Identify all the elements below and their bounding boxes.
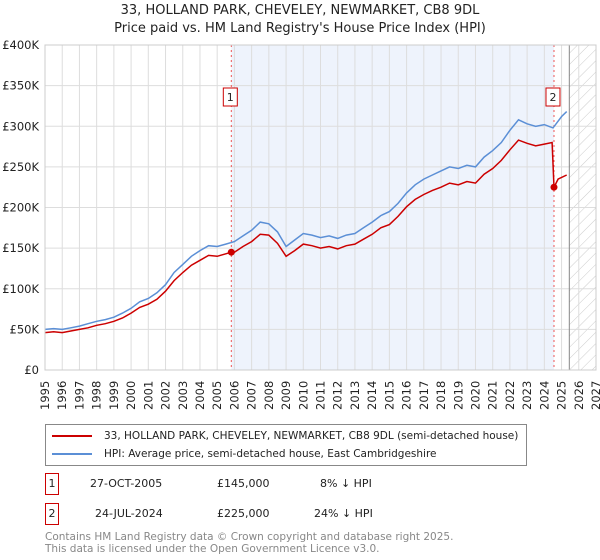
- x-tick-label: 1996: [55, 381, 69, 410]
- transaction-hpi-diff: 8% ↓ HPI: [320, 477, 372, 490]
- sale-label: 2: [549, 91, 556, 104]
- x-tick-label: 2000: [124, 381, 138, 410]
- x-tick-label: 2025: [555, 381, 569, 410]
- transaction-number: 2: [45, 503, 59, 525]
- x-tick-label: 2014: [365, 381, 379, 410]
- sale-label-box: [545, 87, 561, 107]
- legend-label-property: 33, HOLLAND PARK, CHEVELEY, NEWMARKET, C…: [104, 430, 519, 442]
- x-tick-label: 2007: [245, 381, 259, 410]
- y-tick-label: £50K: [10, 322, 40, 336]
- x-tick-label: 2011: [314, 381, 328, 410]
- chart-title: 33, HOLLAND PARK, CHEVELEY, NEWMARKET, C…: [120, 3, 480, 18]
- transaction-number: 1: [45, 473, 59, 495]
- y-tick-label: £200K: [2, 201, 39, 215]
- x-tick-label: 2020: [468, 381, 482, 410]
- transaction-price: £225,000: [217, 507, 270, 520]
- x-tick-label: 2004: [193, 381, 207, 410]
- transaction-hpi-diff: 24% ↓ HPI: [314, 507, 373, 520]
- x-tick-label: 2016: [400, 381, 414, 410]
- y-tick-label: £0: [24, 363, 39, 377]
- property-series-line: [44, 139, 568, 334]
- x-tick-label: 2021: [486, 381, 500, 410]
- sale-label: 1: [227, 91, 234, 104]
- price-chart: 1995 1996 1997 1998 1999 2000 2001 2002 2003 2004…: [2, 38, 600, 410]
- y-tick-label: £100K: [2, 282, 39, 296]
- x-tick-label: 2010: [296, 381, 310, 410]
- transaction-price: £145,000: [217, 477, 270, 490]
- x-tick-label: 1999: [107, 381, 121, 410]
- x-tick-label: 2001: [141, 381, 155, 410]
- footer-line-2: This data is licensed under the Open Gov…: [45, 543, 380, 555]
- footer-line-1: Contains HM Land Registry data © Crown c…: [45, 531, 454, 543]
- x-tick-label: 2012: [331, 381, 345, 410]
- x-tick-label: 2015: [382, 381, 396, 410]
- transaction-date: 27-OCT-2005: [90, 477, 163, 490]
- chart-subtitle: Price paid vs. HM Land Registry's House …: [114, 21, 486, 36]
- legend-item-hpi: HPI: Average price, semi-detached house,…: [52, 447, 437, 461]
- x-tick-label: 2008: [262, 381, 276, 410]
- sale-point: [227, 248, 235, 256]
- x-tick-label: 2022: [503, 381, 517, 410]
- x-tick-label: 2002: [159, 381, 173, 410]
- sale-point: [550, 183, 558, 191]
- legend-red-line-icon: [52, 435, 92, 437]
- x-tick-label: 2026: [572, 381, 586, 410]
- y-tick-label: £150K: [2, 241, 39, 255]
- hpi-series-line: [44, 111, 568, 331]
- x-tick-label: 1995: [38, 381, 52, 410]
- x-tick-label: 2005: [210, 381, 224, 410]
- x-tick-label: 2023: [520, 381, 534, 410]
- legend-blue-line-icon: [52, 453, 92, 455]
- legend-label-hpi: HPI: Average price, semi-detached house,…: [104, 448, 437, 460]
- x-tick-label: 1997: [72, 381, 86, 410]
- y-tick-label: £300K: [2, 119, 39, 133]
- sale-label-box: [222, 87, 238, 107]
- x-tick-label: 2018: [434, 381, 448, 410]
- legend: 33, HOLLAND PARK, CHEVELEY, NEWMARKET, C…: [45, 424, 527, 466]
- x-tick-label: 2003: [176, 381, 190, 410]
- x-tick-label: 2017: [417, 381, 431, 410]
- x-tick-label: 2019: [451, 381, 465, 410]
- footer: Contains HM Land Registry data © Crown c…: [45, 531, 453, 555]
- x-tick-label: 2006: [227, 381, 241, 410]
- plot-frame: [44, 44, 597, 371]
- x-tick-label: 1998: [90, 381, 104, 410]
- x-tick-label: 2024: [537, 381, 551, 410]
- y-tick-label: £250K: [2, 160, 39, 174]
- y-tick-label: £400K: [2, 38, 39, 52]
- x-tick-label: 2009: [279, 381, 293, 410]
- y-tick-label: £350K: [2, 79, 39, 93]
- transaction-date: 24-JUL-2024: [95, 507, 163, 520]
- legend-item-property: 33, HOLLAND PARK, CHEVELEY, NEWMARKET, C…: [52, 429, 518, 443]
- x-tick-label: 2027: [589, 381, 600, 410]
- x-tick-label: 2013: [348, 381, 362, 410]
